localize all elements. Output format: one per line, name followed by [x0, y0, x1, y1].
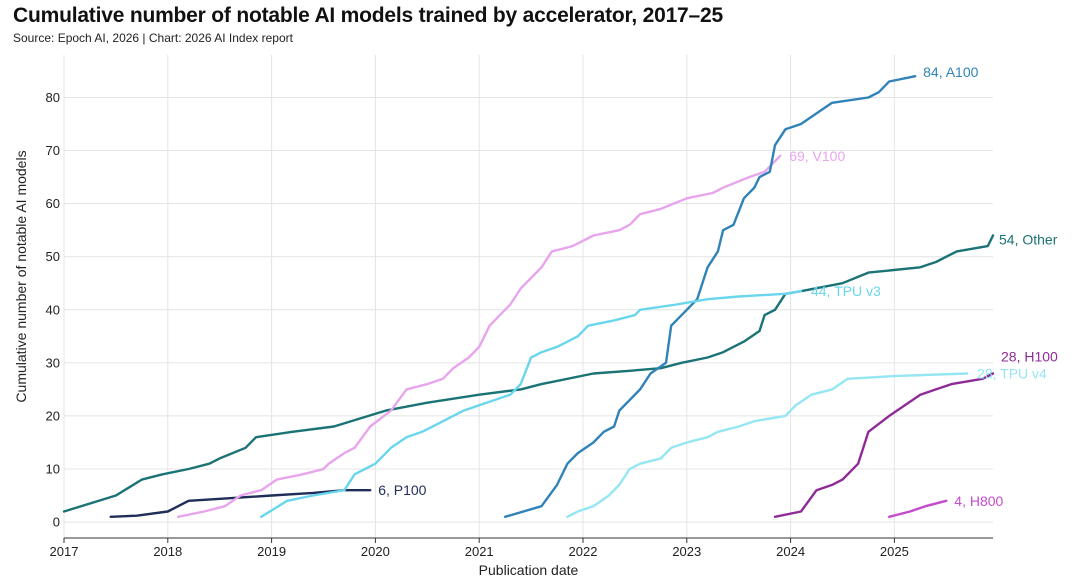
x-tick-label: 2017 — [50, 544, 79, 559]
series-line-p100 — [109, 489, 372, 518]
y-tick-label: 80 — [46, 90, 60, 105]
x-tick-label: 2021 — [465, 544, 494, 559]
series-labels: 54, Other 6, P100 69, V100 84, A100 44, TPU … — [378, 64, 1058, 509]
x-tick-label: 2020 — [361, 544, 390, 559]
y-tick-label: 50 — [46, 249, 60, 264]
y-tick-label: 60 — [46, 196, 60, 211]
x-tick-label: 2023 — [672, 544, 701, 559]
series-label-h100: 28, H100 — [1001, 348, 1058, 364]
series-line-h100 — [773, 372, 995, 518]
series-label-other: 54, Other — [999, 231, 1058, 247]
y-tick-label: 30 — [46, 355, 60, 370]
y-tick-label: 0 — [53, 515, 60, 530]
gridlines — [63, 55, 993, 538]
series-line-tpu-v3 — [260, 290, 803, 518]
y-tick-label: 40 — [46, 302, 60, 317]
y-tick-label: 20 — [46, 408, 60, 423]
x-tick-label: 2019 — [257, 544, 286, 559]
series-line-v100 — [177, 154, 782, 518]
series-label-v100: 69, V100 — [789, 148, 845, 164]
chart-source: Source: Epoch AI, 2026 | Chart: 2026 AI … — [13, 31, 293, 45]
series-label-tpu-v4: 28, TPU v4 — [977, 365, 1047, 381]
x-tick-label: 2024 — [776, 544, 805, 559]
series-label-a100: 84, A100 — [923, 64, 978, 80]
axes: 0 10 20 30 40 50 60 70 80 2017 2018 2019 2020 2021 202… — [46, 90, 993, 559]
series-label-h800: 4, H800 — [954, 493, 1003, 509]
x-tick-label: 2018 — [153, 544, 182, 559]
y-axis-label: Cumulative number of notable AI models — [13, 150, 29, 402]
chart-title: Cumulative number of notable AI models t… — [13, 4, 723, 27]
series-label-tpu-v3: 44, TPU v3 — [811, 283, 881, 299]
y-tick-label: 10 — [46, 462, 60, 477]
y-tick-label: 70 — [46, 143, 60, 158]
x-tick-label: 2022 — [569, 544, 598, 559]
x-axis-label: Publication date — [479, 562, 579, 578]
series-lines — [62, 75, 995, 518]
series-label-p100: 6, P100 — [378, 482, 426, 498]
series-line-a100 — [503, 75, 917, 518]
series-line-h800 — [888, 499, 948, 518]
series-line-other — [62, 234, 995, 513]
x-tick-label: 2025 — [880, 544, 909, 559]
series-line-tpu-v4 — [566, 372, 969, 518]
